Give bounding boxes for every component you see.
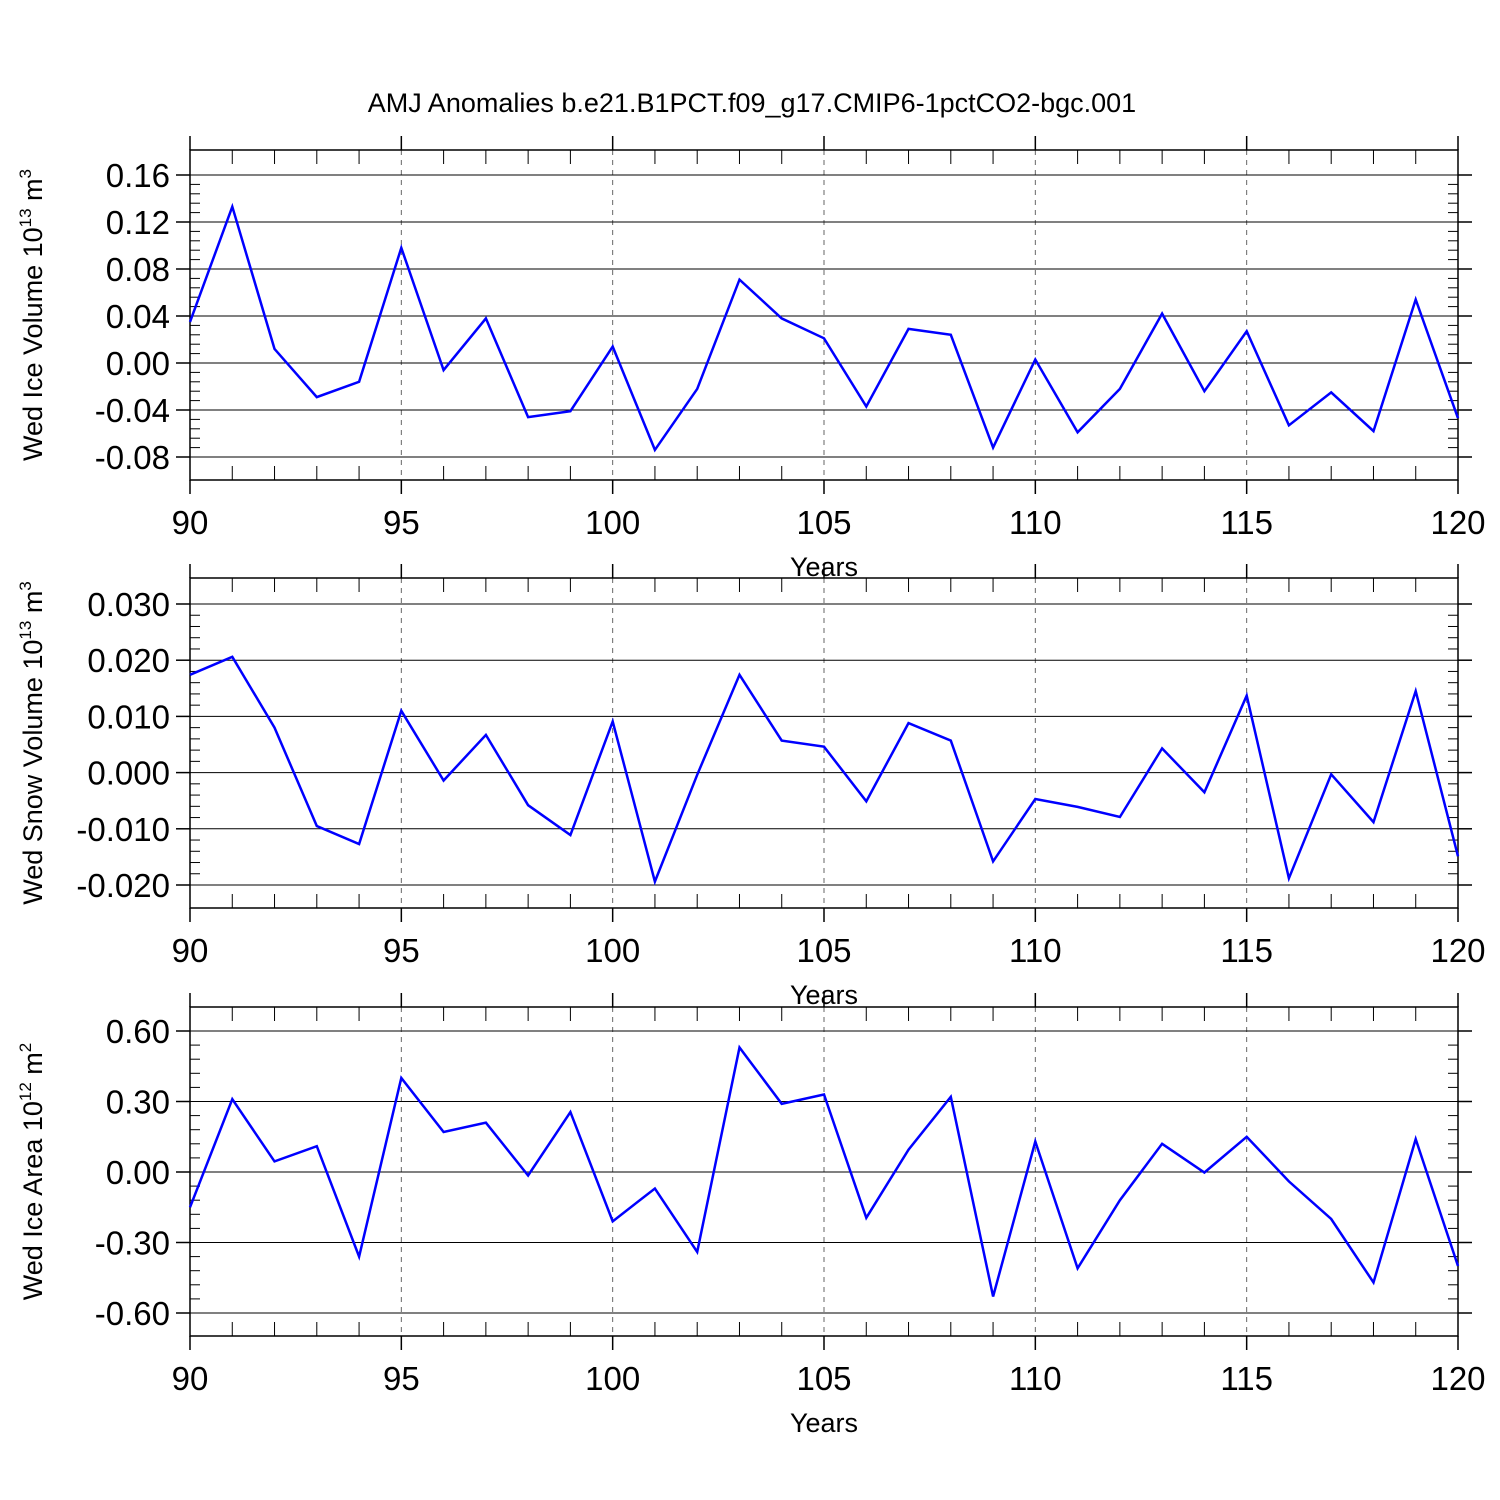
x-tick-label: 95 (383, 932, 420, 969)
y-tick-label: -0.010 (76, 811, 170, 848)
y-axis-label: Wed Ice Volume 1013 m3 (16, 169, 48, 461)
y-axis-label: Wed Ice Area 1012 m2 (16, 1043, 48, 1301)
y-tick-label: 0.04 (106, 298, 170, 335)
y-tick-label: -0.60 (95, 1295, 170, 1332)
x-tick-label: 100 (585, 932, 640, 969)
x-tick-label: 110 (1009, 932, 1062, 969)
x-tick-label: 90 (172, 932, 209, 969)
y-tick-label: 0.00 (106, 345, 170, 382)
x-tick-label: 115 (1220, 932, 1273, 969)
y-tick-label: 0.12 (106, 204, 170, 241)
y-tick-label: 0.030 (87, 586, 170, 623)
y-axis-label-unit-exponent: 2 (16, 1043, 35, 1052)
x-tick-label: 100 (585, 504, 640, 541)
chart-panel-3: -0.60 -0.30 0.00 0.30 0.60 90 95 100 105 110 115 12… (16, 993, 1486, 1438)
y-axis-label-text: Wed Ice Volume 10 (18, 227, 48, 461)
series-line (188, 202, 1460, 453)
y-tick-label: 0.16 (106, 157, 170, 194)
series-line (188, 1044, 1460, 1297)
y-tick-label: 0.08 (106, 251, 170, 288)
series-line (189, 655, 1460, 886)
y-axis-label-text: Wed Ice Area 10 (18, 1101, 48, 1300)
x-tick-label: 115 (1220, 504, 1273, 541)
y-tick-label: 0.000 (87, 755, 170, 792)
x-tick-label: 90 (172, 504, 209, 541)
y-tick-label: -0.020 (76, 867, 170, 904)
x-tick-label: 90 (172, 1360, 209, 1397)
y-tick-label: -0.30 (95, 1225, 170, 1262)
y-axis-label-text: Wed Snow Volume 10 (18, 640, 48, 905)
y-axis-label-unit-exponent: 3 (16, 581, 35, 590)
y-axis-label: Wed Snow Volume 1013 m3 (16, 581, 48, 905)
x-axis-label: Years (790, 1408, 858, 1438)
y-tick-label: 0.00 (106, 1154, 170, 1191)
y-axis-label-exponent: 13 (16, 208, 35, 227)
x-tick-label: 95 (383, 1360, 420, 1397)
x-tick-label: 105 (796, 504, 851, 541)
chart-title: AMJ Anomalies b.e21.B1PCT.f09_g17.CMIP6-… (368, 88, 1136, 118)
y-axis-label-unit: m (18, 178, 48, 208)
y-axis-label-exponent: 13 (16, 621, 35, 640)
chart-panel-2: -0.020 -0.010 0.000 0.010 0.020 0.030 90 95 100 1… (16, 564, 1486, 1010)
y-tick-label: 0.010 (87, 698, 170, 735)
x-tick-label: 110 (1009, 504, 1062, 541)
y-axis-label-exponent: 12 (16, 1082, 35, 1101)
x-tick-label: 100 (585, 1360, 640, 1397)
y-tick-label: -0.04 (95, 392, 170, 429)
x-tick-label: 120 (1430, 1360, 1485, 1397)
y-axis-label-unit: m (18, 1052, 48, 1082)
x-tick-label: 120 (1430, 932, 1485, 969)
x-tick-label: 105 (796, 932, 851, 969)
y-tick-label: 0.30 (106, 1084, 170, 1121)
x-tick-label: 105 (796, 1360, 851, 1397)
y-axis-label-unit: m (18, 591, 48, 621)
x-tick-label: 110 (1009, 1360, 1062, 1397)
x-tick-label: 95 (383, 504, 420, 541)
chart-panel-1: -0.08 -0.04 0.00 0.04 0.08 0.12 0.16 90 95 100 105… (16, 136, 1486, 582)
y-tick-label: -0.08 (95, 439, 170, 476)
y-axis-label-unit-exponent: 3 (16, 169, 35, 178)
x-tick-label: 115 (1220, 1360, 1273, 1397)
x-tick-label: 120 (1430, 504, 1485, 541)
y-tick-label: 0.020 (87, 642, 170, 679)
y-tick-label: 0.60 (106, 1013, 170, 1050)
